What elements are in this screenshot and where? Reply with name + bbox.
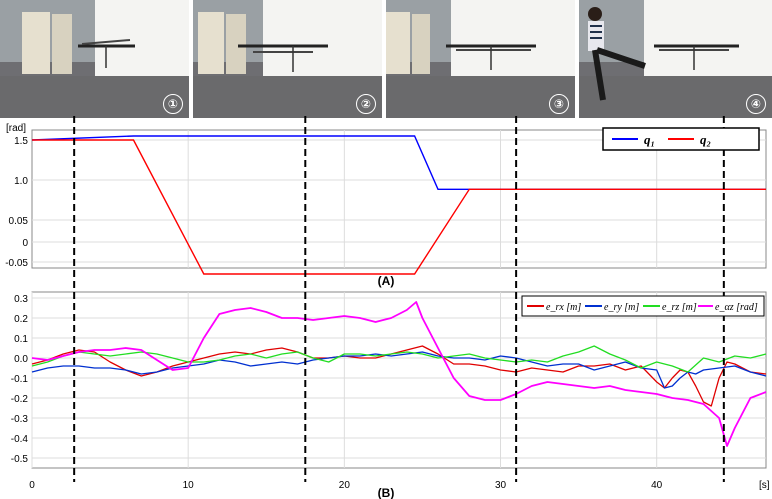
frame-number-badge: ③	[549, 94, 569, 114]
frame-number-badge: ②	[356, 94, 376, 114]
legend-label-eaz: e_αz [rad]	[715, 302, 758, 313]
legend-label-erz: e_rz [m]	[662, 302, 697, 313]
y-tick-label-b: -0.5	[11, 454, 29, 465]
y-tick-label-a: 0	[22, 238, 28, 249]
x-tick-label: 10	[183, 480, 195, 491]
plot-frame-b	[31, 291, 767, 469]
frame-number-badge: ①	[163, 94, 183, 114]
y-tick-label-b: -0.2	[11, 394, 29, 405]
y-tick-label-b: 0.2	[14, 314, 28, 325]
x-tick-label: 20	[339, 480, 351, 491]
y-tick-label-a: 1.0	[14, 176, 28, 187]
y-tick-label-b: 0.0	[14, 354, 28, 365]
x-tick-label: 0	[29, 480, 35, 491]
photo-frame-3: ③	[386, 0, 575, 118]
legend-b: e_rx [m] e_ry [m] e_rz [m] e_αz [rad]	[521, 295, 765, 317]
panel-label-a: (A)	[378, 274, 395, 288]
series-line-q2	[32, 139, 766, 275]
series-line-erz	[31, 345, 767, 373]
plot-frame-a	[31, 129, 767, 269]
chart-panel-a: 1.5 1.0 0.05 0 -0.05	[5, 129, 767, 275]
series-line-ery	[31, 351, 767, 389]
x-tick-label: 40	[651, 480, 663, 491]
scene-illustration	[0, 0, 189, 118]
legend-label-q1: q₁	[644, 132, 655, 147]
y-tick-label-b: 0.1	[14, 334, 28, 345]
y-tick-label-a: 0.05	[9, 216, 29, 227]
y-tick-label-b: 0.3	[14, 294, 28, 305]
y-unit-label: [rad]	[6, 123, 26, 134]
x-unit-label: [s]	[759, 480, 770, 491]
photo-frame-4: ④	[579, 0, 772, 118]
y-tick-label-b: -0.3	[11, 414, 29, 425]
series-line-eaz	[31, 301, 767, 447]
y-tick-label-b: -0.4	[11, 434, 29, 445]
legend-label-q2: q₂	[700, 132, 711, 147]
scene-illustration	[386, 0, 575, 118]
y-tick-label-b: -0.1	[11, 374, 29, 385]
legend-label-erx: e_rx [m]	[546, 302, 581, 313]
scene-illustration	[579, 0, 772, 118]
y-tick-label-a: 1.5	[14, 136, 28, 147]
frame-number-badge: ④	[746, 94, 766, 114]
scene-illustration	[193, 0, 382, 118]
x-tick-label: 30	[495, 480, 507, 491]
photo-frame-1: ①	[0, 0, 189, 118]
legend-label-ery: e_ry [m]	[604, 302, 639, 313]
y-tick-label-a: -0.05	[5, 258, 28, 269]
photo-frame-2: ②	[193, 0, 382, 118]
legend-a: q₁ q₂	[602, 127, 760, 151]
chart-panel-b: 0.3 0.2 0.1 0.0 -0.1 -0.2 -0.3 -0.4 -0.5 0 10 20 30 4…	[11, 291, 767, 491]
panel-label-b: (B)	[378, 486, 395, 499]
